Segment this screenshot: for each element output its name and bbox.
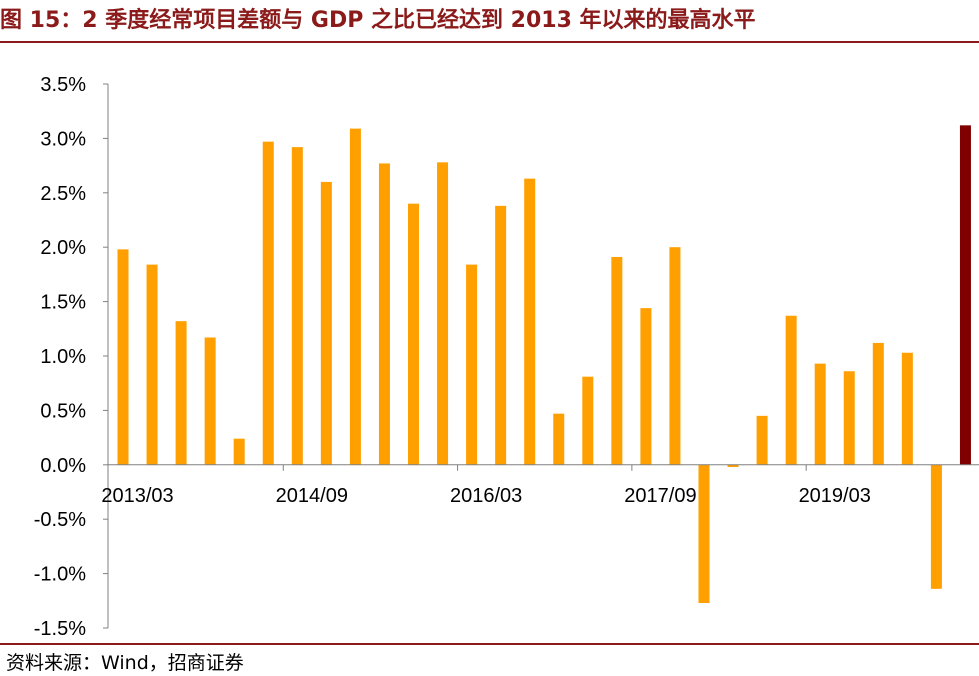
bar-2018-12 (785, 315, 797, 465)
y-tick-label: 0.0% (40, 455, 86, 477)
bar-2014-03 (233, 438, 245, 465)
y-tick-label: 0.5% (40, 400, 86, 422)
bars-layer (117, 125, 971, 603)
bar-2017-12 (669, 247, 681, 465)
y-tick-label: 1.5% (40, 292, 86, 314)
bar-2018-09 (756, 415, 768, 465)
y-tick-label: -1.5% (34, 618, 86, 640)
x-tick-label: 2017/09 (624, 485, 696, 507)
bar-2015-03 (349, 128, 361, 465)
bar-2013-09 (175, 321, 187, 465)
x-tick-label: 2013/03 (101, 485, 173, 507)
title-divider (0, 41, 979, 43)
y-tick-label: -1.0% (34, 564, 86, 586)
figure-title: 图 15：2 季度经常项目差额与 GDP 之比已经达到 2013 年以来的最高水… (0, 8, 756, 33)
x-tick-label: 2019/03 (799, 485, 871, 507)
bar-2018-06 (727, 464, 739, 467)
bar-2019-06 (843, 371, 855, 465)
bar-2013-03 (117, 249, 129, 465)
axes-layer: -1.5% -1.0% -0.5% 0.0% 0.5% 1.0% 1.5% 2.0% 2.5% 3… (34, 74, 979, 640)
bar-2020-03 (930, 464, 942, 589)
y-tick-label: 3.5% (40, 74, 86, 96)
bar-2019-09 (872, 342, 884, 465)
bar-2014-09 (291, 147, 303, 465)
bar-2017-09 (640, 308, 652, 465)
bar-2016-12 (553, 413, 565, 465)
y-tick-label: 3.0% (40, 128, 86, 150)
bar-2016-03 (466, 264, 478, 465)
bar-2019-03 (814, 363, 826, 465)
bar-2013-12 (204, 337, 216, 465)
y-tick-label: 1.0% (40, 346, 86, 368)
y-tick-label: 2.0% (40, 237, 86, 259)
bar-2020-06 (959, 125, 971, 465)
x-tick-label: 2014/09 (276, 485, 348, 507)
bar-2015-12 (437, 162, 449, 465)
bar-2013-06 (146, 264, 158, 465)
bar-chart: -1.5% -1.0% -0.5% 0.0% 0.5% 1.0% 1.5% 2.0% 2.5% 3… (34, 74, 979, 640)
bar-2016-06 (495, 205, 507, 465)
bar-2014-12 (320, 181, 332, 465)
y-tick-label: -0.5% (34, 509, 86, 531)
bar-2019-12 (901, 352, 913, 465)
bar-2016-09 (524, 178, 536, 465)
source-note: 资料来源：Wind，招商证券 (6, 652, 244, 674)
bar-2017-03 (582, 376, 594, 465)
bar-2018-03 (698, 464, 710, 603)
bar-2015-06 (378, 163, 390, 465)
x-tick-label: 2016/03 (450, 485, 522, 507)
bar-2017-06 (611, 256, 623, 465)
footer-divider (0, 643, 979, 645)
bar-2015-09 (408, 203, 419, 465)
bar-2014-06 (262, 141, 274, 465)
y-tick-label: 2.5% (40, 183, 86, 205)
